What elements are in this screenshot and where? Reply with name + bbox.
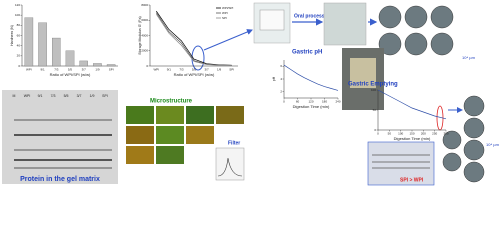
micro-title: Microstructure — [150, 99, 193, 105]
y-tick-label: 0 — [374, 128, 376, 132]
x-tick-label: 60 — [296, 99, 300, 103]
line — [377, 89, 447, 120]
y-tick-label: 0 — [18, 64, 20, 68]
bar — [93, 63, 102, 67]
filter-label: Filter — [228, 140, 240, 146]
line — [283, 64, 339, 91]
gel-caption: Protein in the gel matrix — [20, 176, 100, 183]
x-tick-label: 5/5 — [192, 67, 197, 71]
legend-label: WPI/SPI — [222, 6, 234, 10]
y-tick-label: 4 — [280, 77, 282, 81]
legend-label: SPI — [222, 16, 227, 20]
lane-label: 3/7 — [77, 94, 82, 98]
lane-label: WPI — [24, 94, 31, 98]
gel-bands — [14, 119, 112, 169]
x-tick-label: 1/9 — [95, 67, 100, 71]
y-tick-label: 100 — [15, 13, 20, 17]
y-tick-label: 80 — [17, 23, 21, 27]
x-tick-label: 240 — [335, 99, 340, 103]
x-tick-label: 3/7 — [204, 67, 209, 71]
x-tick-label: 150 — [409, 131, 414, 135]
digest-gel — [367, 141, 435, 186]
x-tick-label: 0 — [283, 99, 285, 103]
x-tick-label: 9/1 — [40, 67, 45, 71]
x-tick-label: 7/3 — [54, 67, 59, 71]
bar — [24, 17, 34, 67]
lane-label: 9/1 — [38, 94, 43, 98]
y-tick-label: 60 — [17, 33, 21, 37]
bar — [106, 64, 116, 67]
line — [155, 10, 232, 66]
page: {"chart_data": [ {"type": "bar", "ylabel… — [2, 2, 500, 186]
x-tick-label: 5/5 — [68, 67, 73, 71]
micro-images — [126, 106, 245, 181]
x-tick-label: 250 — [432, 131, 437, 135]
lane-label: SPI — [102, 94, 108, 98]
petri-dishes-2 — [442, 95, 485, 183]
x-tick-label: 3/7 — [82, 67, 87, 71]
x-tick-label: SPI — [229, 67, 234, 71]
x-axis-label: Digestion Time (min) — [293, 104, 330, 109]
x-tick-label: 7/3 — [179, 67, 184, 71]
y-tick-label: 6 — [280, 64, 282, 68]
bar — [38, 22, 47, 67]
digest-bands — [372, 154, 430, 169]
sds-gel — [2, 90, 118, 184]
graphical-abstract: M WPI 9/1 7/3 5/5 3/7 1/9 SPI Protein in the ge… — [2, 2, 500, 186]
y-tick-label: 40 — [17, 43, 21, 47]
line — [155, 13, 232, 66]
y-axis-label: pH — [272, 76, 276, 81]
x-tick-label: 300 — [443, 131, 448, 135]
y-tick-label: 50 — [373, 108, 377, 112]
x-tick-label: WPI — [153, 67, 159, 71]
x-tick-label: 9/1 — [167, 67, 172, 71]
x-tick-label: 0 — [377, 131, 379, 135]
x-tick-label: WPI — [26, 67, 32, 71]
bar — [65, 50, 75, 67]
y-tick-label: 20 — [17, 54, 21, 58]
y-tick-label: 120 — [15, 3, 20, 7]
y-tick-label: 6000 — [141, 18, 148, 22]
x-tick-label: 1/9 — [217, 67, 222, 71]
x-axis-label: Ratio of WPI/SPI (w/w) — [174, 72, 215, 77]
gel-lane-labels: M WPI 9/1 7/3 5/5 3/7 1/9 SPI — [13, 94, 108, 98]
lane-label: M — [13, 94, 16, 98]
x-tick-label: 50 — [388, 131, 392, 135]
result-label: SPI > WPI — [400, 177, 424, 183]
lane-label: 5/5 — [64, 94, 69, 98]
x-axis-label: Digestion Time (min) — [394, 136, 431, 141]
y-axis-label: Storage Modulus G' (Pa) — [138, 16, 142, 54]
y-tick-label: 8000 — [141, 3, 148, 7]
y-tick-label: 100 — [371, 88, 376, 92]
bar — [52, 37, 61, 67]
oral-label: Oral process — [294, 13, 325, 19]
device-part — [350, 58, 376, 88]
x-tick-label: 120 — [308, 99, 313, 103]
petri-dishes-1 — [378, 5, 454, 56]
legend-label: WPI — [222, 11, 228, 15]
bar — [79, 60, 88, 67]
x-tick-label: 180 — [322, 99, 327, 103]
line — [155, 12, 232, 66]
x-tick-label: SPI — [109, 67, 114, 71]
ph-title: Gastric pH — [292, 50, 322, 56]
y-axis-label: Hardness (N) — [10, 25, 14, 46]
scale-label: 10⁴ µm — [462, 55, 476, 60]
y-tick-label: 2000 — [141, 49, 148, 53]
x-axis-label: Ratio of WPI/SPI (w/w) — [50, 72, 91, 77]
x-tick-label: 200 — [421, 131, 426, 135]
x-tick-label: 100 — [398, 131, 403, 135]
lane-label: 1/9 — [90, 94, 95, 98]
lane-label: 7/3 — [51, 94, 56, 98]
scale-label: 10⁴ µm — [486, 142, 500, 147]
chewed-photo — [323, 2, 367, 46]
emptying-title: Gastric Emptying — [348, 82, 398, 88]
y-tick-label: 0 — [146, 64, 148, 68]
y-tick-label: 2 — [280, 89, 282, 93]
gel-sample — [259, 9, 285, 31]
y-tick-label: 4000 — [141, 33, 148, 37]
arrow — [203, 29, 253, 51]
